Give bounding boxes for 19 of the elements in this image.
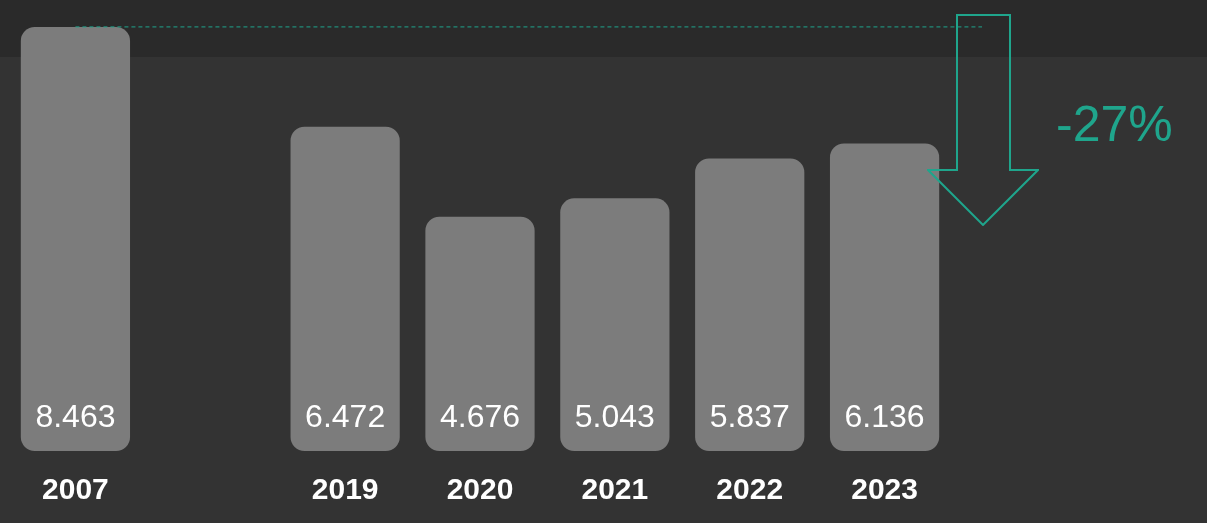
x-tick-label: 2022 xyxy=(716,472,784,506)
data-label: 8.463 xyxy=(35,397,116,434)
bar xyxy=(829,143,940,451)
x-tick-label: 2007 xyxy=(42,472,109,506)
x-tick-label: 2021 xyxy=(581,472,649,506)
data-label: 4.676 xyxy=(439,397,521,434)
x-tick-label: 2019 xyxy=(311,472,379,506)
x-tick-label: 2020 xyxy=(446,472,514,506)
x-tick-label: 2023 xyxy=(851,472,918,506)
bar xyxy=(425,216,535,451)
data-label: 5.837 xyxy=(709,397,790,434)
bar xyxy=(560,198,670,451)
data-label: 5.043 xyxy=(574,397,655,434)
text: -27% xyxy=(1056,95,1173,153)
bar xyxy=(290,126,400,451)
bar xyxy=(695,158,805,451)
data-label: 6.472 xyxy=(305,397,386,434)
data-label: 6.136 xyxy=(844,397,925,434)
bar xyxy=(20,26,131,451)
